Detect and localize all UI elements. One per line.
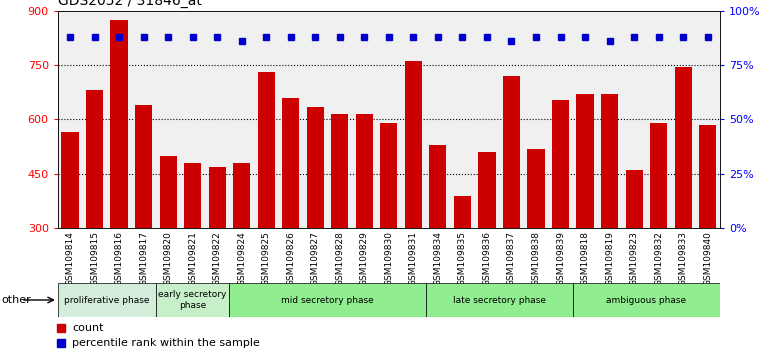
Bar xyxy=(156,283,229,317)
Bar xyxy=(184,163,201,228)
Bar xyxy=(86,91,103,228)
Bar xyxy=(552,99,569,228)
Bar xyxy=(503,76,520,228)
Bar xyxy=(331,114,348,228)
Bar xyxy=(229,283,426,317)
Text: late secretory phase: late secretory phase xyxy=(453,296,546,304)
Bar xyxy=(233,163,250,228)
Bar xyxy=(58,283,156,317)
Text: percentile rank within the sample: percentile rank within the sample xyxy=(72,338,260,348)
Bar xyxy=(573,283,720,317)
Bar xyxy=(675,67,691,228)
Bar xyxy=(258,72,275,228)
Bar xyxy=(625,170,643,228)
Bar xyxy=(478,152,496,228)
Bar xyxy=(454,196,471,228)
Bar xyxy=(430,145,447,228)
Bar xyxy=(306,107,324,228)
Text: count: count xyxy=(72,322,104,332)
Bar xyxy=(699,125,716,228)
Text: GDS2052 / 31846_at: GDS2052 / 31846_at xyxy=(58,0,202,8)
Bar xyxy=(577,94,594,228)
Bar xyxy=(356,114,373,228)
Bar xyxy=(62,132,79,228)
Bar xyxy=(405,62,422,228)
Bar xyxy=(426,283,573,317)
Bar xyxy=(282,98,300,228)
Bar xyxy=(380,123,397,228)
Bar xyxy=(159,156,176,228)
Bar xyxy=(110,20,128,228)
Bar xyxy=(650,123,668,228)
Text: other: other xyxy=(2,295,32,305)
Text: ambiguous phase: ambiguous phase xyxy=(606,296,686,304)
Bar xyxy=(527,149,544,228)
Bar xyxy=(209,167,226,228)
Text: proliferative phase: proliferative phase xyxy=(64,296,149,304)
Bar xyxy=(135,105,152,228)
Text: early secretory
phase: early secretory phase xyxy=(159,290,227,310)
Text: mid secretory phase: mid secretory phase xyxy=(281,296,374,304)
Bar xyxy=(601,94,618,228)
